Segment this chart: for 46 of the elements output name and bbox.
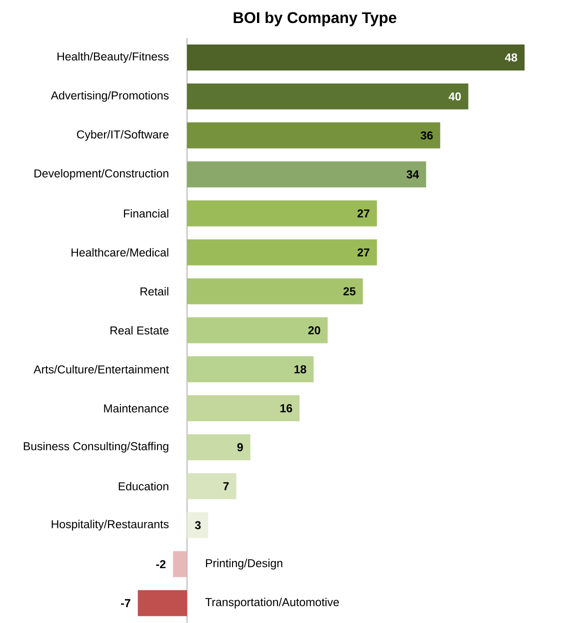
y-tick-label: Retail <box>140 287 168 296</box>
bar <box>187 434 251 460</box>
data-label: 3 <box>195 521 201 530</box>
data-label: 9 <box>238 443 244 452</box>
data-label: 34 <box>406 170 420 178</box>
bar <box>187 512 208 538</box>
data-label: -7 <box>121 599 130 608</box>
y-tick-label: Real Estate <box>110 326 169 335</box>
data-label: 27 <box>358 209 370 218</box>
y-tick-label: Healthcare/Medical <box>72 248 168 257</box>
bar <box>187 161 426 188</box>
bar <box>138 590 188 616</box>
data-label: 27 <box>358 248 370 256</box>
y-tick-label: Hospitality/Restaurants <box>52 520 169 531</box>
bar <box>187 317 328 344</box>
y-tick-label: Cyber/IT/Software <box>77 130 169 141</box>
data-label: -2 <box>156 560 166 568</box>
bar <box>187 356 314 382</box>
bar <box>187 200 378 226</box>
data-label: 7 <box>224 482 229 490</box>
y-tick-label: Printing/Design <box>206 558 282 570</box>
bar <box>187 83 469 110</box>
y-tick-label: Development/Construction <box>34 169 168 180</box>
data-label: 25 <box>344 287 356 296</box>
data-label: 18 <box>294 365 306 374</box>
y-tick-label: Advertising/Promotions <box>51 91 169 102</box>
bar <box>187 122 440 148</box>
y-tick-label: Transportation/Automotive <box>206 598 340 608</box>
bar <box>187 278 364 304</box>
bar <box>173 551 188 578</box>
y-tick-label: Education <box>119 482 168 490</box>
bar <box>187 395 300 422</box>
data-label: 40 <box>448 92 461 100</box>
y-tick-label: Health/Beauty/Fitness <box>58 52 169 63</box>
y-tick-label: Maintenance <box>104 404 169 412</box>
bar <box>187 473 236 500</box>
y-tick-label: Business Consulting/Staffing <box>24 442 168 453</box>
y-tick-label: Arts/Culture/Entertainment <box>34 365 170 374</box>
data-label: 36 <box>420 131 433 140</box>
y-tick-label: Financial <box>124 209 168 218</box>
data-label: 20 <box>308 326 320 334</box>
bar <box>187 239 378 266</box>
chart-title: BOI by Company Type <box>234 12 397 26</box>
data-label: 16 <box>280 404 292 412</box>
data-label: 48 <box>505 53 518 62</box>
bar <box>187 44 525 70</box>
